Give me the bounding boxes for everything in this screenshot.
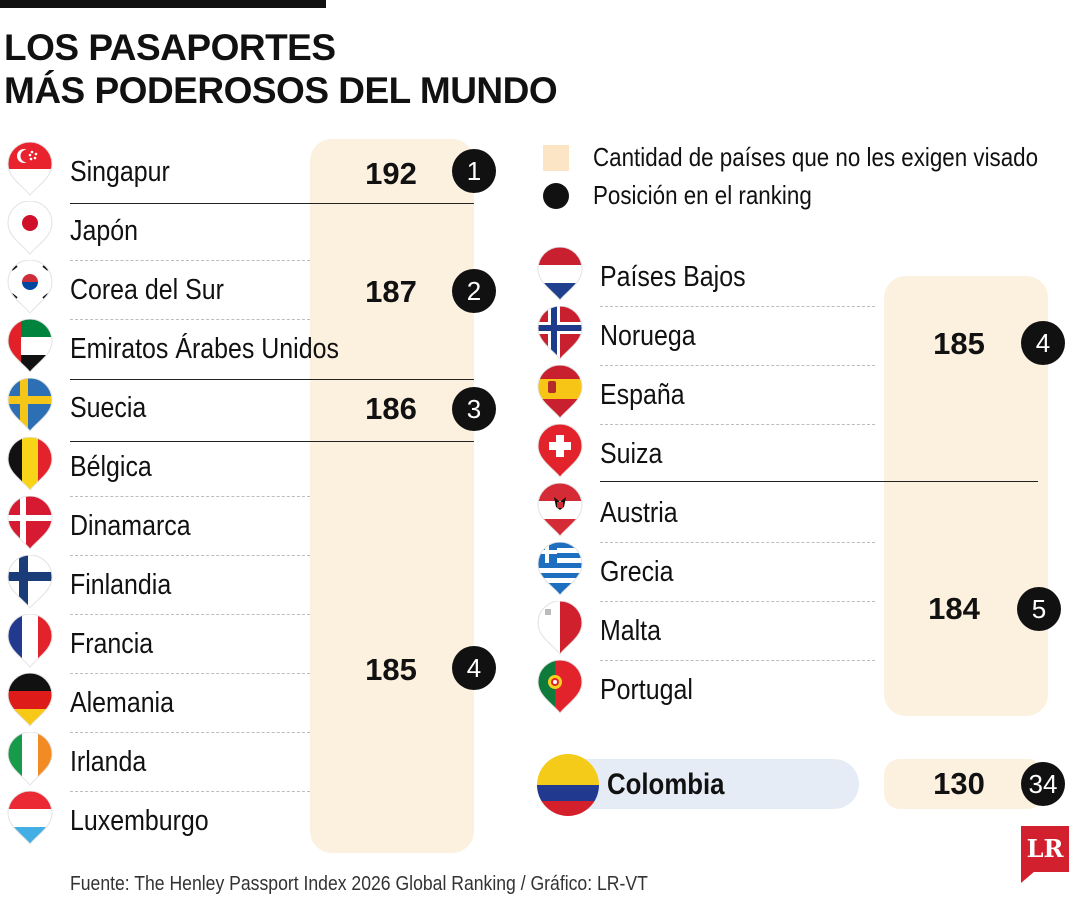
flag-icon (7, 731, 53, 786)
flag-icon (7, 613, 53, 668)
country-name: Suiza (600, 438, 663, 470)
flag-icon (537, 482, 583, 537)
row-divider (600, 542, 875, 543)
visa-free-value: 185 (933, 326, 985, 361)
rank-badge: 4 (452, 646, 496, 690)
visa-free-value: 185 (365, 652, 417, 687)
country-name: Singapur (70, 156, 170, 188)
right-value-band (884, 276, 1048, 716)
visa-free-value: 186 (365, 391, 417, 426)
flag-icon (7, 790, 53, 845)
row-divider (70, 496, 310, 497)
country-name: Austria (600, 497, 678, 529)
group-separator (70, 441, 474, 442)
colombia-rank-badge: 34 (1021, 762, 1065, 806)
flag-icon (537, 246, 583, 301)
row-divider (600, 424, 875, 425)
flag-icon (7, 554, 53, 609)
flag-icon (7, 672, 53, 727)
flag-icon (537, 600, 583, 655)
flag-icon (537, 423, 583, 478)
row-divider (70, 673, 310, 674)
country-name: Malta (600, 615, 661, 647)
rank-badge: 1 (452, 149, 496, 193)
country-name: Irlanda (70, 746, 147, 778)
colombia-name: Colombia (607, 768, 725, 801)
country-name: Finlandia (70, 569, 172, 601)
visa-free-value: 187 (365, 274, 417, 309)
country-name: Portugal (600, 674, 693, 706)
row-divider (70, 555, 310, 556)
left-value-band (310, 139, 474, 853)
flag-icon (537, 541, 583, 596)
legend-swatch-visa-free (543, 145, 569, 171)
visa-free-value: 184 (928, 591, 980, 626)
colombia-value-band (884, 759, 1044, 809)
country-name: Luxemburgo (70, 805, 209, 837)
rank-badge: 3 (452, 387, 496, 431)
flag-icon (7, 200, 53, 255)
rank-badge: 4 (1021, 321, 1065, 365)
row-divider (600, 306, 875, 307)
row-divider (70, 319, 310, 320)
group-separator (70, 203, 474, 204)
flag-icon (7, 377, 53, 432)
row-divider (600, 601, 875, 602)
country-name: Suecia (70, 392, 147, 424)
group-separator (600, 481, 1038, 482)
country-name: Corea del Sur (70, 274, 224, 306)
row-divider (600, 365, 875, 366)
flag-icon (537, 659, 583, 714)
country-name: Japón (70, 215, 138, 247)
colombia-visa-free-value: 130 (933, 766, 985, 801)
colombia-flag-icon (536, 752, 600, 818)
flag-icon (537, 364, 583, 419)
country-name: Dinamarca (70, 510, 191, 542)
row-divider (70, 260, 310, 261)
lr-logo-tail (1021, 871, 1035, 883)
title-line-1: LOS PASAPORTES (4, 27, 336, 68)
country-name: Bélgica (70, 451, 152, 483)
legend-label-visa-free: Cantidad de países que no les exigen vis… (593, 142, 1039, 172)
row-divider (70, 791, 310, 792)
visa-free-value: 192 (365, 156, 417, 191)
flag-icon (537, 305, 583, 360)
flag-icon (7, 318, 53, 373)
country-name: Grecia (600, 556, 674, 588)
country-name: Francia (70, 628, 154, 660)
flag-icon (7, 141, 53, 196)
row-divider (600, 660, 875, 661)
country-name: Emiratos Árabes Unidos (70, 333, 339, 365)
title-line-2: MÁS PODEROSOS DEL MUNDO (4, 70, 558, 111)
flag-icon (7, 259, 53, 314)
flag-icon (7, 436, 53, 491)
lr-logo: LR (1021, 826, 1069, 872)
country-name: Países Bajos (600, 261, 746, 293)
page-title: LOS PASAPORTES MÁS PODEROSOS DEL MUNDO (4, 26, 558, 112)
rank-badge: 5 (1017, 587, 1061, 631)
country-name: Alemania (70, 687, 174, 719)
row-divider (70, 732, 310, 733)
top-accent-bar (0, 0, 326, 8)
group-separator (70, 379, 474, 380)
row-divider (70, 614, 310, 615)
flag-icon (7, 495, 53, 550)
source-note: Fuente: The Henley Passport Index 2026 G… (70, 873, 648, 895)
legend-dot-rank (543, 183, 569, 209)
country-name: España (600, 379, 685, 411)
rank-badge: 2 (452, 269, 496, 313)
country-name: Noruega (600, 320, 696, 352)
legend-label-rank: Posición en el ranking (593, 180, 812, 210)
